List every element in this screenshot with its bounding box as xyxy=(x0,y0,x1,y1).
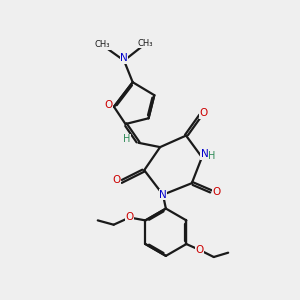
Text: CH₃: CH₃ xyxy=(95,40,110,49)
Text: O: O xyxy=(105,100,113,110)
Text: O: O xyxy=(113,175,121,185)
Text: CH₃: CH₃ xyxy=(138,39,153,48)
Text: H: H xyxy=(208,151,216,161)
Text: N: N xyxy=(201,149,209,159)
Text: O: O xyxy=(125,212,134,223)
Text: H: H xyxy=(123,134,130,144)
Text: O: O xyxy=(200,108,208,118)
Text: O: O xyxy=(195,245,203,255)
Text: N: N xyxy=(120,53,128,63)
Text: N: N xyxy=(159,190,167,200)
Text: O: O xyxy=(212,187,220,197)
